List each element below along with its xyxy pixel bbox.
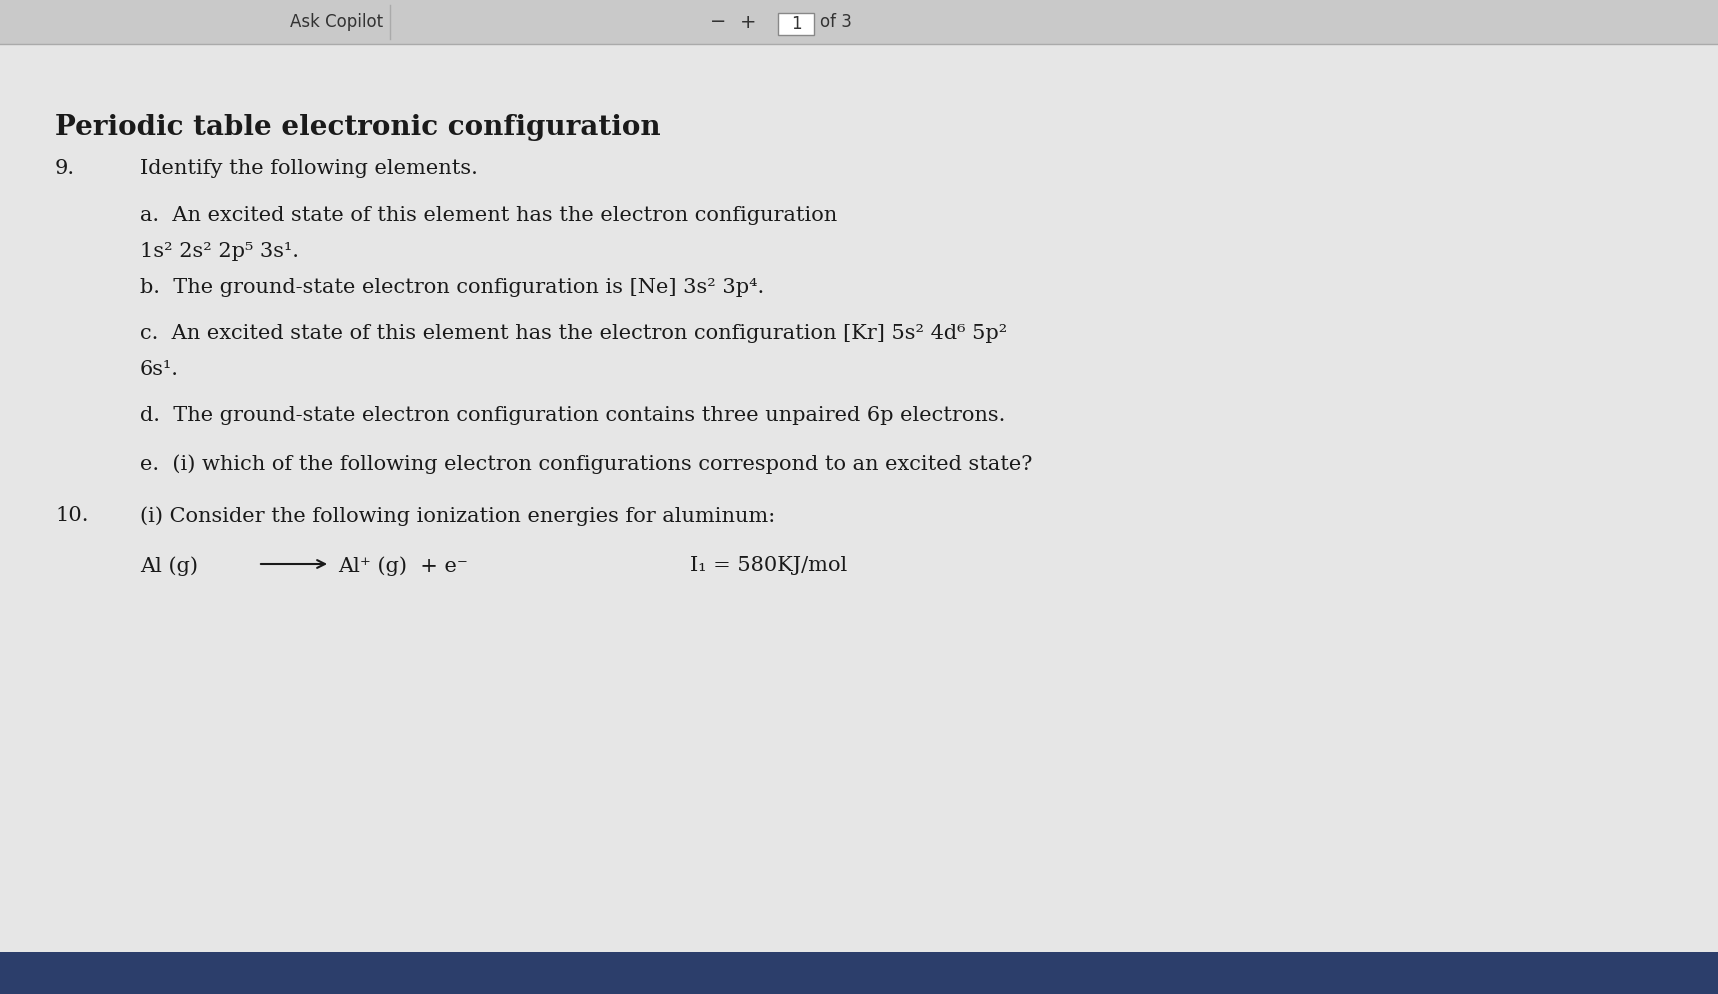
Bar	[0, 952, 1718, 994]
Text: of 3: of 3	[819, 13, 852, 31]
Text: +: +	[740, 13, 756, 32]
Text: Al⁺ (g)  + e⁻: Al⁺ (g) + e⁻	[338, 556, 467, 576]
Text: d.  The ground-state electron configuration contains three unpaired 6p electrons: d. The ground-state electron configurati…	[139, 406, 1005, 425]
Text: 6s¹.: 6s¹.	[139, 360, 179, 379]
Bar	[0, 0, 1718, 44]
Text: (i) Consider the following ionization energies for aluminum:: (i) Consider the following ionization en…	[139, 506, 775, 526]
Text: 1s² 2s² 2p⁵ 3s¹.: 1s² 2s² 2p⁵ 3s¹.	[139, 242, 299, 261]
Bar	[778, 13, 814, 35]
Text: e.  (i) which of the following electron configurations correspond to an excited : e. (i) which of the following electron c…	[139, 454, 1033, 474]
Text: Periodic table electronic configuration: Periodic table electronic configuration	[55, 114, 661, 141]
Text: I₁ = 580KJ/mol: I₁ = 580KJ/mol	[691, 556, 847, 575]
Text: −: −	[710, 13, 727, 32]
Text: Ask Copilot: Ask Copilot	[290, 13, 383, 31]
Text: Identify the following elements.: Identify the following elements.	[139, 159, 478, 178]
FancyArrowPatch shape	[261, 560, 325, 568]
Text: b.  The ground-state electron configuration is [Ne] 3s² 3p⁴.: b. The ground-state electron configurati…	[139, 278, 765, 297]
Text: 10.: 10.	[55, 506, 89, 525]
Text: c.  An excited state of this element has the electron configuration [Kr] 5s² 4d⁶: c. An excited state of this element has …	[139, 324, 1007, 343]
Text: 9.: 9.	[55, 159, 76, 178]
Text: 1: 1	[790, 15, 801, 33]
Text: a.  An excited state of this element has the electron configuration: a. An excited state of this element has …	[139, 206, 837, 225]
Text: Al (g): Al (g)	[139, 556, 198, 576]
